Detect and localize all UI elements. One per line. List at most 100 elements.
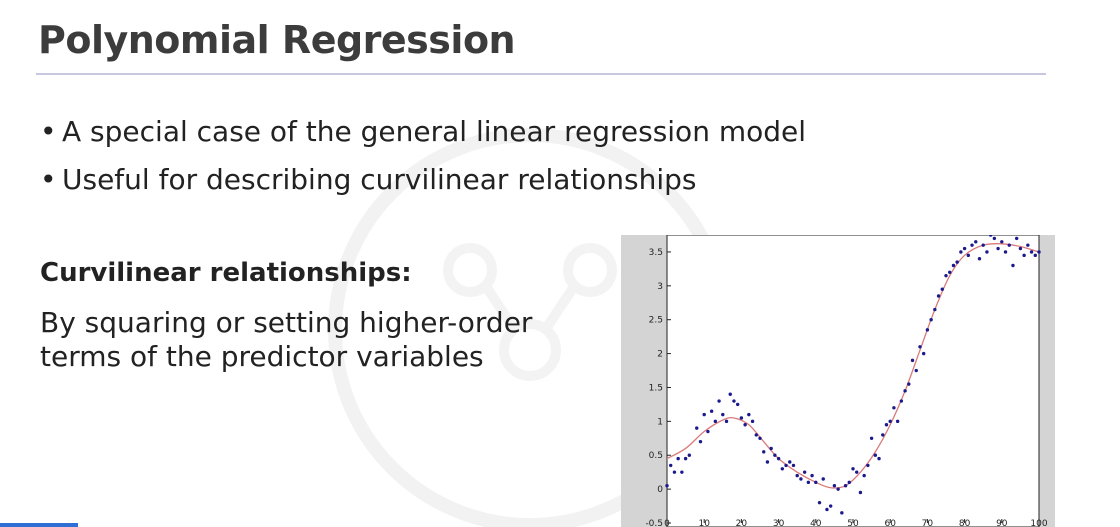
- data-point: [765, 460, 770, 464]
- data-point: [877, 456, 881, 461]
- data-point: [959, 250, 963, 254]
- data-point: [944, 273, 948, 278]
- data-point: [921, 351, 926, 356]
- data-point: [750, 419, 755, 424]
- data-point: [933, 307, 937, 312]
- data-point: [676, 456, 680, 461]
- data-point: [739, 416, 744, 420]
- data-point: [762, 450, 766, 454]
- data-point: [721, 412, 725, 417]
- video-progress-bar[interactable]: [0, 523, 1120, 527]
- data-point: [903, 389, 907, 393]
- data-point: [847, 480, 851, 485]
- data-point: [884, 423, 889, 427]
- data-point: [680, 470, 684, 474]
- data-point: [869, 436, 874, 440]
- data-point: [925, 328, 930, 332]
- x-tick-label: 90: [996, 519, 1008, 527]
- data-point: [713, 419, 718, 424]
- data-point: [1011, 263, 1015, 268]
- data-point: [843, 484, 848, 488]
- x-tick-label: 100: [1030, 519, 1047, 527]
- data-point: [977, 257, 982, 261]
- y-tick-label: 3.5: [649, 248, 663, 258]
- body-text: By squaring or setting higher-order term…: [40, 306, 600, 374]
- data-point: [695, 426, 699, 430]
- data-point: [780, 467, 785, 471]
- y-tick-label: 1.5: [649, 383, 663, 393]
- data-point: [888, 419, 892, 424]
- data-point: [687, 453, 692, 457]
- bullet-list: • A special case of the general linear re…: [40, 108, 806, 204]
- data-point: [776, 456, 781, 461]
- section-subheading: Curvilinear relationships:: [40, 258, 412, 288]
- plot-area: [666, 235, 1040, 527]
- bullet-text: A special case of the general linear reg…: [62, 115, 807, 148]
- data-point: [855, 470, 859, 474]
- data-point: [702, 412, 706, 417]
- data-point: [962, 246, 967, 251]
- data-point: [910, 358, 915, 363]
- bullet-item: • A special case of the general linear re…: [40, 108, 806, 156]
- data-point: [970, 243, 974, 247]
- data-point: [784, 463, 788, 468]
- data-point: [795, 473, 799, 478]
- bullet-dot-icon: •: [40, 115, 57, 148]
- data-point: [985, 250, 989, 254]
- x-tick-label: 60: [884, 519, 896, 527]
- data-point: [799, 477, 803, 481]
- x-tick-label: 20: [736, 519, 748, 527]
- data-point: [873, 453, 878, 457]
- data-point: [1000, 240, 1004, 244]
- y-tick-label: 0: [657, 485, 663, 495]
- data-point: [821, 477, 825, 481]
- data-point: [754, 433, 758, 437]
- data-point: [862, 473, 866, 478]
- data-point: [735, 402, 740, 407]
- data-point: [665, 484, 669, 488]
- data-point: [669, 463, 673, 468]
- y-tick-label: 2: [657, 350, 663, 360]
- data-point: [996, 246, 1000, 251]
- data-point: [773, 453, 777, 457]
- data-point: [769, 446, 773, 451]
- data-point: [948, 270, 952, 274]
- data-point: [988, 235, 993, 237]
- title-divider: [36, 73, 1046, 75]
- data-point: [802, 470, 807, 474]
- data-point: [698, 439, 703, 444]
- data-point: [892, 406, 896, 410]
- y-tick-label: 3: [657, 282, 663, 292]
- slide-title: Polynomial Regression: [38, 18, 516, 62]
- data-point: [881, 433, 885, 437]
- x-tick-label: 70: [922, 519, 934, 527]
- data-point: [817, 500, 822, 505]
- data-point: [732, 399, 736, 403]
- data-point: [1029, 250, 1034, 254]
- data-point: [936, 294, 941, 298]
- data-point: [806, 480, 811, 485]
- data-point: [1026, 243, 1030, 247]
- y-tick-label: 1: [657, 417, 663, 427]
- data-point: [914, 368, 918, 373]
- data-point: [955, 260, 959, 264]
- data-point: [828, 504, 833, 508]
- data-point: [1037, 250, 1041, 254]
- data-point: [743, 423, 747, 427]
- data-point: [1003, 250, 1008, 254]
- data-point: [836, 487, 840, 491]
- data-point: [709, 409, 714, 413]
- x-tick-label: 40: [810, 519, 822, 527]
- fit-curve: [666, 242, 1040, 489]
- data-point: [825, 507, 829, 512]
- data-point: [1033, 253, 1037, 258]
- data-point: [907, 382, 911, 386]
- data-point: [899, 399, 904, 403]
- data-point: [992, 236, 997, 241]
- data-point: [747, 412, 751, 417]
- data-point: [814, 480, 818, 485]
- data-point: [832, 484, 837, 488]
- data-point: [683, 456, 688, 461]
- bullet-dot-icon: •: [40, 163, 57, 196]
- x-tick-label: 30: [773, 519, 785, 527]
